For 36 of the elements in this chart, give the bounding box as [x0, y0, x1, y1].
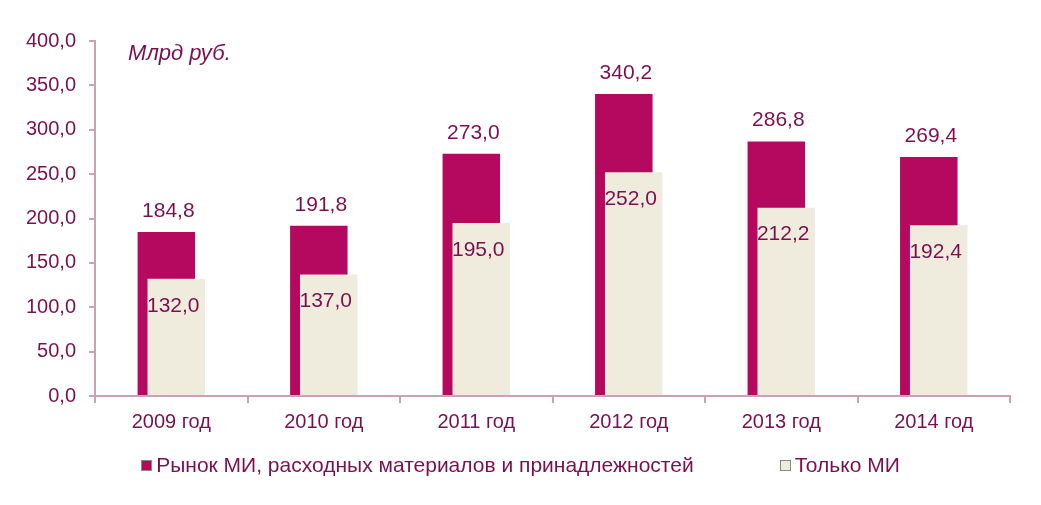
data-label: 212,2: [756, 221, 810, 245]
data-label: 273,0: [447, 119, 500, 143]
x-tick-label: 2012 год: [589, 409, 669, 432]
bar: [147, 278, 205, 395]
bar: [452, 222, 510, 395]
bar: [604, 172, 663, 395]
data-label: 137,0: [299, 288, 353, 312]
legend-label: Только МИ: [794, 453, 900, 477]
y-tick-label: 150,0: [25, 250, 77, 273]
data-label: 286,8: [752, 107, 805, 131]
bar: [757, 207, 815, 395]
legend-label: Рынок МИ, расходных материалов и принадлежностей: [156, 453, 694, 477]
x-tick-label: 2010 год: [284, 409, 364, 432]
y-tick-label: 400,0: [25, 28, 77, 51]
x-tick-label: 2009 год: [131, 409, 212, 432]
bar: [300, 274, 358, 395]
y-tick-label: 350,0: [25, 72, 77, 95]
data-label: 192,4: [909, 239, 963, 263]
x-tick-label: 2013 год: [741, 409, 822, 432]
bar: [909, 225, 968, 395]
data-label: 195,0: [451, 236, 505, 260]
data-label: 191,8: [294, 191, 348, 215]
x-tick-label: 2011 год: [437, 409, 516, 432]
data-label: 252,0: [604, 186, 658, 210]
data-label: 184,8: [142, 197, 195, 221]
x-tick-label: 2014 год: [894, 409, 974, 432]
y-tick-label: 0,0: [48, 383, 77, 406]
y-tick-label: 300,0: [25, 117, 77, 140]
data-label: 340,2: [599, 59, 653, 83]
data-label: 132,0: [146, 292, 200, 316]
y-axis-title: Млрд руб.: [128, 40, 231, 66]
y-tick-label: 100,0: [25, 294, 77, 317]
y-tick-label: 200,0: [25, 206, 77, 229]
y-tick-label: 250,0: [25, 161, 77, 184]
data-label: 269,4: [904, 122, 958, 146]
y-tick-label: 50,0: [37, 339, 77, 362]
